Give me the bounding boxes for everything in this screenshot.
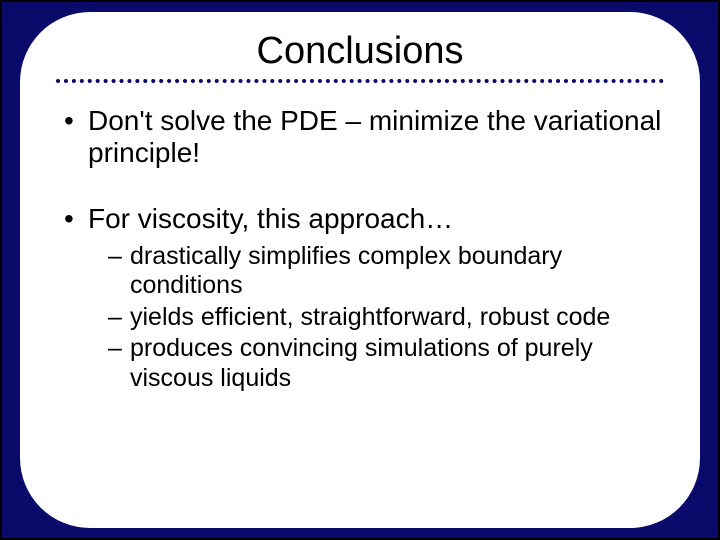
sub-bullet-item: drastically simplifies complex boundary … — [108, 242, 664, 301]
sub-bullet-text: yields efficient, straightforward, robus… — [130, 303, 610, 331]
slide-card: Conclusions Don't solve the PDE – minimi… — [20, 12, 700, 528]
bullet-text: Don't solve the PDE – minimize the varia… — [88, 105, 661, 168]
bullet-text: For viscosity, this approach… — [88, 203, 453, 234]
sub-bullet-text: produces convincing simulations of purel… — [130, 334, 593, 392]
sub-bullet-list: drastically simplifies complex boundary … — [88, 242, 664, 394]
title-divider — [56, 79, 664, 83]
sub-bullet-text: drastically simplifies complex boundary … — [130, 242, 562, 300]
slide-title: Conclusions — [56, 30, 664, 73]
sub-bullet-item: yields efficient, straightforward, robus… — [108, 303, 664, 333]
inner-frame: Conclusions Don't solve the PDE – minimi… — [10, 10, 710, 530]
bullet-item: For viscosity, this approach… drasticall… — [64, 203, 664, 393]
sub-bullet-item: produces convincing simulations of purel… — [108, 334, 664, 393]
bullet-list: Don't solve the PDE – minimize the varia… — [56, 105, 664, 393]
bullet-item: Don't solve the PDE – minimize the varia… — [64, 105, 664, 169]
outer-frame: Conclusions Don't solve the PDE – minimi… — [0, 0, 720, 540]
